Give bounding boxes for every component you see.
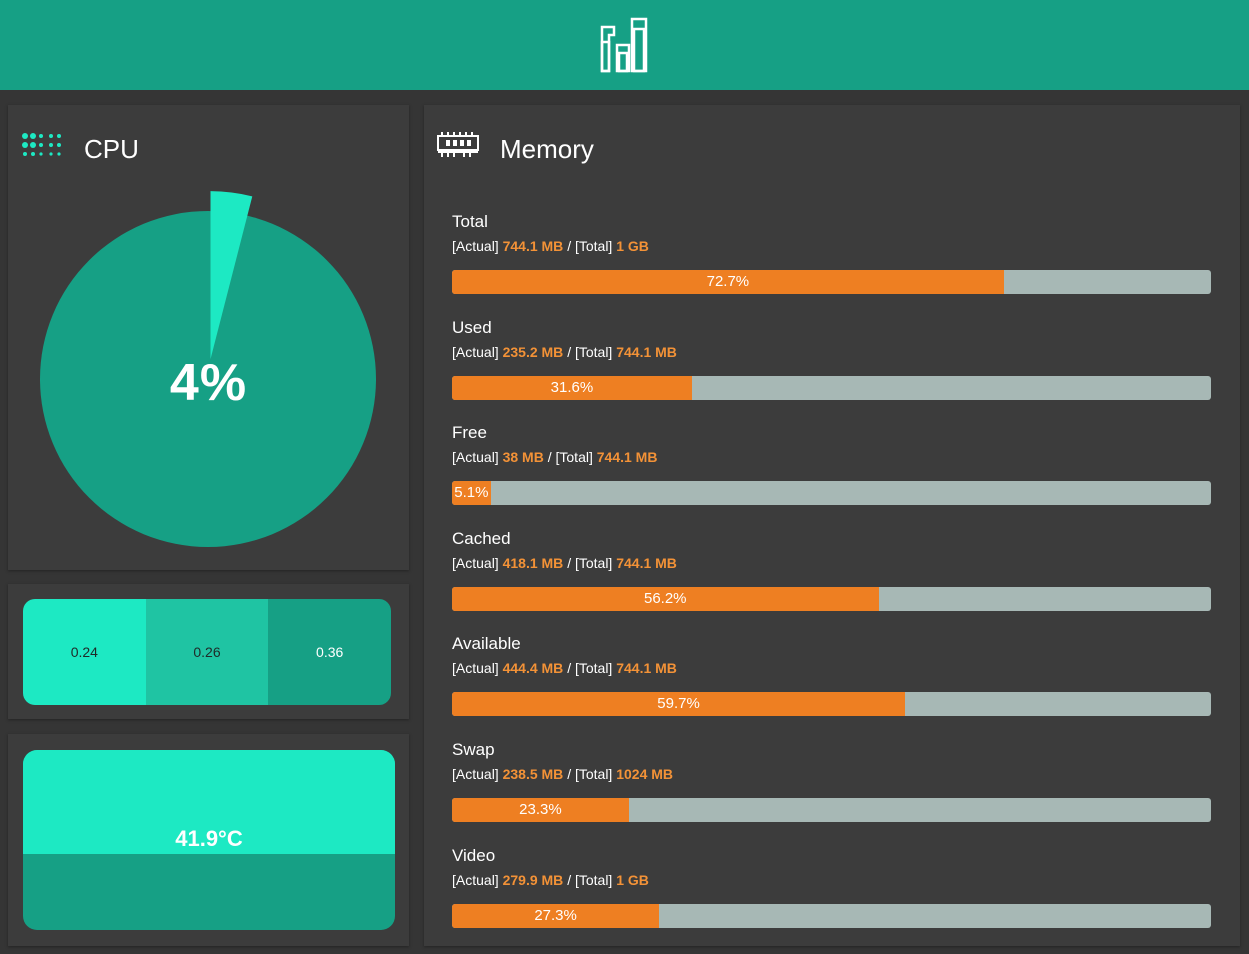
memory-item-detail: [Actual] 444.4 MB / [Total] 744.1 MB [452,660,677,676]
memory-item-name: Available [452,634,521,653]
memory-progress-bar: 31.6% [452,376,1211,400]
memory-title: Memory [500,134,594,164]
actual-value: 444.4 MB [502,660,564,676]
separator: / [567,766,572,782]
total-value: 744.1 MB [616,555,677,571]
actual-value: 238.5 MB [502,766,564,782]
load-average-bar: 0.24 0.26 0.36 [23,599,391,705]
total-value: 1 GB [616,238,649,254]
separator: / [567,660,572,676]
cpu-title: CPU [84,134,139,164]
load-panel: 0.24 0.26 0.36 [8,584,409,719]
actual-value: 279.9 MB [502,872,564,888]
total-value: 744.1 MB [616,660,677,676]
memory-percent-label: 72.7% [706,273,750,290]
memory-item-detail: [Actual] 235.2 MB / [Total] 744.1 MB [452,344,677,360]
actual-prefix: [Actual] [452,449,499,465]
load-1min: 0.24 [23,599,146,705]
temperature-panel: 41.9°C [8,734,409,946]
total-prefix: [Total] [574,872,613,888]
total-value: 1024 MB [616,766,674,782]
memory-item-detail: [Actual] 279.9 MB / [Total] 1 GB [452,872,649,888]
cpu-pie-chart [40,191,376,547]
load-15min: 0.36 [268,599,391,705]
actual-value: 38 MB [502,449,544,465]
separator: / [547,449,552,465]
actual-prefix: [Actual] [452,238,499,254]
memory-item-name: Swap [452,740,495,759]
load-5min: 0.26 [145,599,269,705]
memory-progress-bar: 23.3% [452,798,1211,822]
memory-item-detail: [Actual] 238.5 MB / [Total] 1024 MB [452,766,673,782]
memory-item-cached: Cached [Actual] 418.1 MB / [Total] 744.1 … [452,529,1211,629]
memory-item-used: Used [Actual] 235.2 MB / [Total] 744.1 MB… [452,318,1211,418]
memory-progress-bar: 27.3% [452,904,1211,928]
memory-item-swap: Swap [Actual] 238.5 MB / [Total] 1024 MB 2… [452,740,1211,840]
total-prefix: [Total] [555,449,593,465]
separator: / [567,555,572,571]
top-header [0,0,1249,90]
cpu-dots-icon [22,133,61,156]
memory-percent-label: 59.7% [657,695,700,712]
bars-logo-icon [600,17,648,73]
memory-item-detail: [Actual] 38 MB / [Total] 744.1 MB [452,449,657,465]
total-prefix: [Total] [574,660,613,676]
total-prefix: [Total] [574,766,613,782]
memory-item-name: Used [452,318,492,337]
total-prefix: [Total] [574,344,613,360]
actual-prefix: [Actual] [452,872,499,888]
total-prefix: [Total] [574,238,613,254]
memory-item-name: Total [452,212,488,231]
memory-item-total: Total [Actual] 744.1 MB / [Total] 1 GB 72.… [452,212,1211,312]
memory-progress-bar: 56.2% [452,587,1211,611]
temperature-label: 41.9°C [175,826,243,851]
memory-item-name: Video [452,846,496,865]
memory-item-detail: [Actual] 744.1 MB / [Total] 1 GB [452,238,649,254]
memory-percent-label: 27.3% [534,907,577,924]
memory-progress-fill [452,904,660,928]
memory-progress-fill [452,692,906,716]
memory-percent-label: 31.6% [550,379,594,396]
cpu-usage-label: 4% [169,354,248,412]
total-value: 1 GB [616,872,649,888]
memory-progress-fill [452,481,491,505]
actual-value: 418.1 MB [502,555,564,571]
memory-item-detail: [Actual] 418.1 MB / [Total] 744.1 MB [452,555,677,571]
memory-item-available: Available [Actual] 444.4 MB / [Total] 744… [452,634,1211,734]
memory-progress-bar: 5.1% [452,481,1211,505]
actual-value: 744.1 MB [502,238,564,254]
actual-prefix: [Actual] [452,766,499,782]
actual-prefix: [Actual] [452,344,499,360]
memory-progress-fill [452,270,1004,294]
memory-progress-fill [452,587,879,611]
actual-prefix: [Actual] [452,555,499,571]
actual-prefix: [Actual] [452,660,499,676]
memory-percent-label: 5.1% [454,484,489,501]
memory-item-video: Video [Actual] 279.9 MB / [Total] 1 GB 27.… [452,846,1211,946]
actual-value: 235.2 MB [502,344,564,360]
memory-percent-label: 23.3% [519,801,562,818]
separator: / [567,238,572,254]
memory-percent-label: 56.2% [643,590,687,607]
memory-progress-fill [452,798,629,822]
memory-item-name: Cached [452,529,511,548]
memory-progress-bar: 59.7% [452,692,1211,716]
separator: / [567,344,572,360]
memory-ram-icon [437,132,479,157]
cpu-pie-idle [40,211,376,547]
cpu-pie-usage-slice [210,191,253,360]
memory-progress-fill [452,376,692,400]
total-prefix: [Total] [574,555,613,571]
temperature-gauge: 41.9°C [23,750,395,930]
total-value: 744.1 MB [616,344,677,360]
temperature-fill [23,750,395,855]
cpu-panel: CPU 4% [8,105,409,570]
memory-item-name: Free [452,423,487,442]
memory-item-free: Free [Actual] 38 MB / [Total] 744.1 MB 5.1… [452,423,1211,523]
memory-panel: Memory Total [Actual] 744.1 MB / [Total] … [424,105,1240,946]
separator: / [567,872,572,888]
total-value: 744.1 MB [596,449,658,465]
memory-progress-bar: 72.7% [452,270,1211,294]
